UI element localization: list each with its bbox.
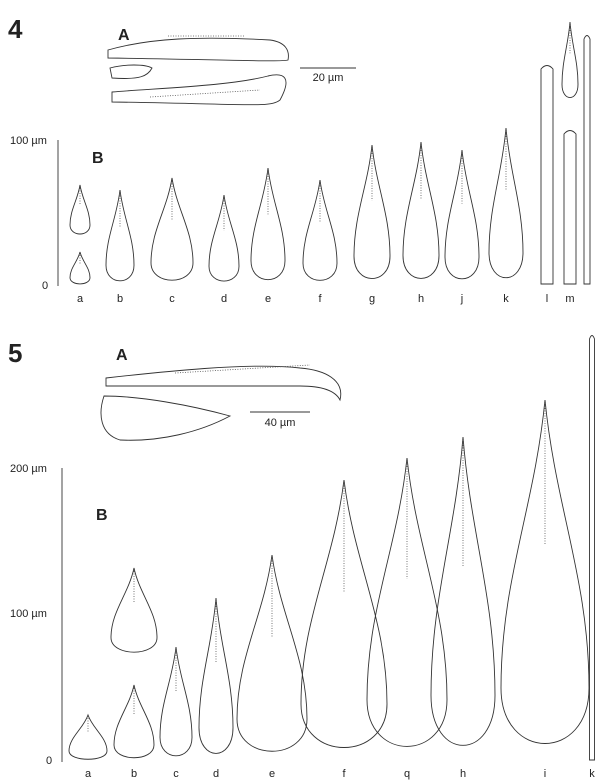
spicule-drawing	[100, 364, 342, 441]
spicule-drawing	[107, 35, 289, 106]
spicule	[563, 130, 577, 285]
specimen-label: k	[503, 293, 509, 305]
specimen-label: j	[460, 293, 463, 305]
spicule	[150, 177, 194, 281]
specimen-label: l	[546, 293, 548, 305]
specimen-label: e	[269, 768, 275, 780]
spicule	[444, 149, 480, 280]
axis-label: 100 µm	[10, 608, 47, 620]
specimen-label: b	[131, 768, 137, 780]
spicule	[198, 597, 234, 754]
spicule	[583, 35, 591, 285]
panel-label: A	[118, 27, 130, 44]
specimen-label: d	[221, 293, 227, 305]
specimen-label: f	[318, 293, 322, 305]
scale-label: 40 µm	[265, 417, 296, 429]
specimen-label: k	[589, 768, 595, 780]
spicule	[589, 335, 595, 761]
spicule	[366, 457, 448, 747]
figure-number: 4	[8, 14, 23, 44]
panel-label: B	[96, 507, 108, 524]
specimen-label: e	[265, 293, 271, 305]
specimen-label: d	[213, 768, 219, 780]
panel-label: B	[92, 150, 104, 167]
panel-label: A	[116, 347, 128, 364]
specimen-label: h	[460, 768, 466, 780]
specimen-label: c	[173, 768, 179, 780]
specimen-label: b	[117, 293, 123, 305]
axis-label: 200 µm	[10, 463, 47, 475]
spicule	[110, 567, 158, 653]
spicule	[250, 167, 286, 281]
spicule	[353, 144, 391, 279]
axis-label: 0	[42, 280, 48, 292]
spicule	[302, 179, 338, 281]
spicule	[208, 194, 240, 282]
spicule	[105, 189, 135, 282]
specimen-label: h	[418, 293, 424, 305]
specimen-label: f	[342, 768, 346, 780]
spicule	[236, 554, 308, 752]
spicule	[500, 399, 590, 744]
spicule	[430, 436, 496, 746]
specimen-label: g	[369, 293, 375, 305]
specimen-label: q	[404, 768, 410, 780]
spicule	[69, 251, 91, 285]
specimen-label: i	[544, 768, 546, 780]
axis-label: 0	[46, 755, 52, 767]
specimen-label: c	[169, 293, 175, 305]
spicule	[300, 479, 388, 748]
figure-number: 5	[8, 338, 22, 368]
spicule	[68, 713, 108, 760]
spicule	[69, 184, 91, 235]
scale-label: 20 µm	[313, 72, 344, 84]
specimen-label: a	[77, 293, 84, 305]
spicule	[159, 646, 193, 757]
spicule	[488, 127, 524, 278]
specimen-label: m	[565, 293, 574, 305]
spicule	[561, 21, 579, 99]
specimen-label: a	[85, 768, 92, 780]
spicule	[113, 684, 155, 759]
axis-label: 100 µm	[10, 135, 47, 147]
spicule	[540, 65, 554, 285]
spicule	[402, 141, 440, 279]
